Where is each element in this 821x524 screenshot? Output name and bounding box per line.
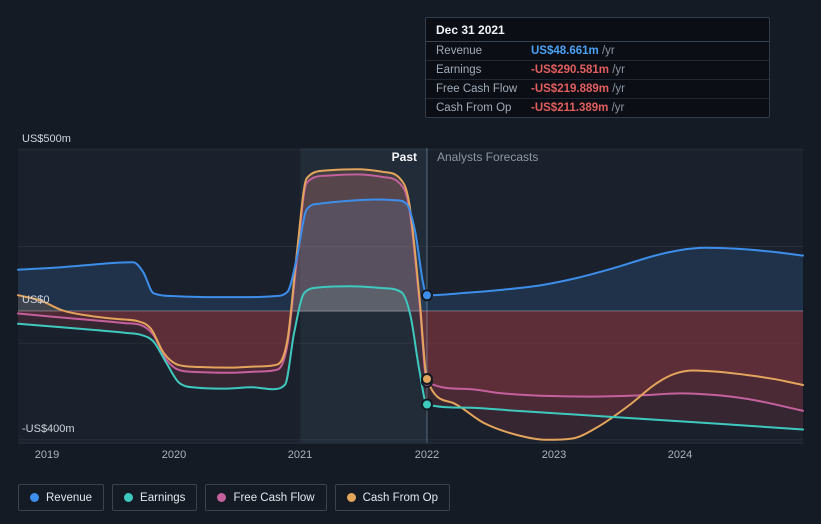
x-axis-label-2024: 2024 bbox=[667, 449, 693, 461]
x-axis-label-2023: 2023 bbox=[541, 449, 567, 461]
tooltip-row-revenue: Revenue US$48.661m /yr bbox=[426, 42, 769, 60]
past-label: Past bbox=[391, 150, 417, 164]
tooltip-date: Dec 31 2021 bbox=[426, 18, 769, 42]
tooltip-row-earnings: Earnings -US$290.581m /yr bbox=[426, 60, 769, 79]
legend: Revenue Earnings Free Cash Flow Cash Fro… bbox=[18, 484, 451, 511]
tooltip-row-cash-from-op: Cash From Op -US$211.389m /yr bbox=[426, 98, 769, 117]
tooltip-value-cash-from-op: -US$211.389m /yr bbox=[531, 102, 624, 114]
revenue-dot-icon bbox=[30, 493, 39, 502]
tooltip-value-unit: /yr bbox=[608, 102, 625, 114]
tooltip-value-revenue: US$48.661m /yr bbox=[531, 45, 615, 57]
analysts-forecasts-label: Analysts Forecasts bbox=[437, 150, 539, 164]
y-axis-label-0: US$0 bbox=[22, 294, 50, 306]
tooltip-value-free-cash-flow: -US$219.889m /yr bbox=[531, 83, 625, 95]
y-axis-label-500m: US$500m bbox=[22, 133, 71, 145]
legend-label-earnings: Earnings bbox=[140, 491, 186, 504]
legend-label-revenue: Revenue bbox=[46, 491, 93, 504]
tooltip-value-number: US$48.661m bbox=[531, 45, 599, 57]
tooltip: Dec 31 2021 Revenue US$48.661m /yr Earni… bbox=[425, 17, 770, 118]
cash-from-op-dot-icon bbox=[346, 493, 356, 502]
tooltip-value-number: -US$219.889m bbox=[531, 83, 609, 95]
y-axis-label-neg400m: -US$400m bbox=[22, 423, 75, 435]
legend-item-earnings[interactable]: Earnings bbox=[112, 484, 198, 511]
tooltip-value-number: -US$290.581m bbox=[531, 64, 609, 76]
x-axis-label-2019: 2019 bbox=[34, 449, 60, 461]
x-axis-label-2020: 2020 bbox=[161, 449, 187, 461]
tooltip-value-unit: /yr bbox=[609, 83, 625, 95]
legend-item-free-cash-flow[interactable]: Free Cash Flow bbox=[205, 484, 327, 511]
tooltip-row-free-cash-flow: Free Cash Flow -US$219.889m /yr bbox=[426, 79, 769, 98]
x-axis-label-2022: 2022 bbox=[414, 449, 440, 461]
tooltip-value-number: -US$211.389m bbox=[531, 102, 609, 114]
legend-item-revenue[interactable]: Revenue bbox=[18, 484, 105, 511]
tooltip-label-cash-from-op: Cash From Op bbox=[436, 102, 512, 114]
legend-label-cash-from-op: Cash From Op bbox=[362, 491, 439, 504]
tooltip-label-free-cash-flow: Free Cash Flow bbox=[436, 83, 518, 95]
earnings-dot-icon bbox=[124, 493, 134, 502]
tooltip-value-earnings: -US$290.581m /yr bbox=[531, 64, 625, 76]
free-cash-flow-dot-icon bbox=[217, 493, 227, 502]
legend-item-cash-from-op[interactable]: Cash From Op bbox=[334, 484, 451, 511]
tooltip-value-unit: /yr bbox=[598, 45, 615, 57]
tooltip-label-revenue: Revenue bbox=[436, 45, 483, 57]
legend-label-free-cash-flow: Free Cash Flow bbox=[233, 491, 315, 504]
tooltip-value-unit: /yr bbox=[609, 64, 625, 76]
x-axis-label-2021: 2021 bbox=[287, 449, 313, 461]
tooltip-label-earnings: Earnings bbox=[436, 64, 482, 76]
